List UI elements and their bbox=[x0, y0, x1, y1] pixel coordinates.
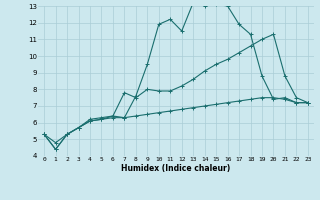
X-axis label: Humidex (Indice chaleur): Humidex (Indice chaleur) bbox=[121, 164, 231, 173]
